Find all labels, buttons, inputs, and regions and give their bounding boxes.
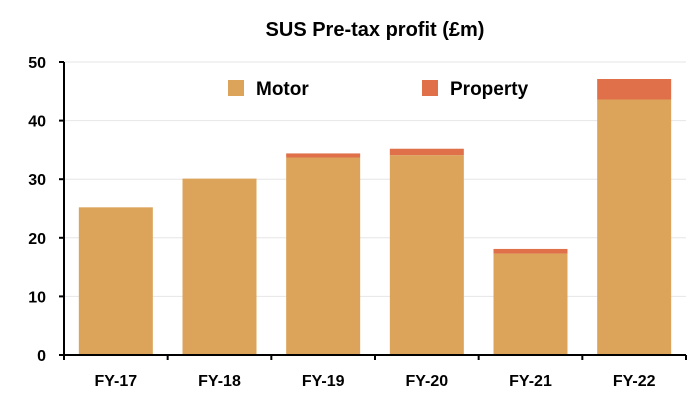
bar-property-fy-22: [597, 78, 672, 100]
legend-label-motor: Motor: [256, 79, 309, 100]
bar-motor-fy-19: [286, 157, 361, 355]
x-tick-label: FY-20: [405, 373, 448, 390]
axes: 0 10 20 30 40 50 FY-17 FY-18 FY-19 FY-20 FY-21 FY-2…: [28, 55, 687, 390]
bar-property-fy-19: [286, 153, 361, 158]
x-tick-label: FY-22: [613, 373, 656, 390]
bar-motor-fy-17: [78, 207, 153, 355]
gridlines: [64, 61, 686, 297]
legend-label-property: Property: [450, 79, 529, 100]
bar-motor-fy-20: [389, 155, 464, 355]
x-tick-label: FY-21: [509, 373, 552, 390]
y-tick-label: 10: [28, 289, 46, 306]
bar-property-fy-20: [389, 148, 464, 156]
bar-motor-fy-22: [597, 99, 672, 355]
x-tick-label: FY-18: [198, 373, 241, 390]
y-tick-label: 0: [37, 348, 46, 365]
legend-swatch-motor: [228, 80, 244, 96]
bar-motor-fy-18: [182, 178, 257, 355]
x-tick-label: FY-19: [302, 373, 345, 390]
bars: [78, 78, 672, 355]
y-tick-label: 50: [28, 55, 46, 72]
y-tick-label: 30: [28, 172, 46, 189]
x-tick-label: FY-17: [94, 373, 137, 390]
y-tick-label: 40: [28, 114, 46, 131]
legend: Motor Property: [228, 79, 529, 100]
chart-title: SUS Pre-tax profit (£m): [266, 19, 485, 41]
y-tick-label: 20: [28, 231, 46, 248]
legend-swatch-property: [422, 80, 438, 96]
bar-motor-fy-21: [493, 253, 568, 355]
bar-property-fy-21: [493, 248, 568, 254]
